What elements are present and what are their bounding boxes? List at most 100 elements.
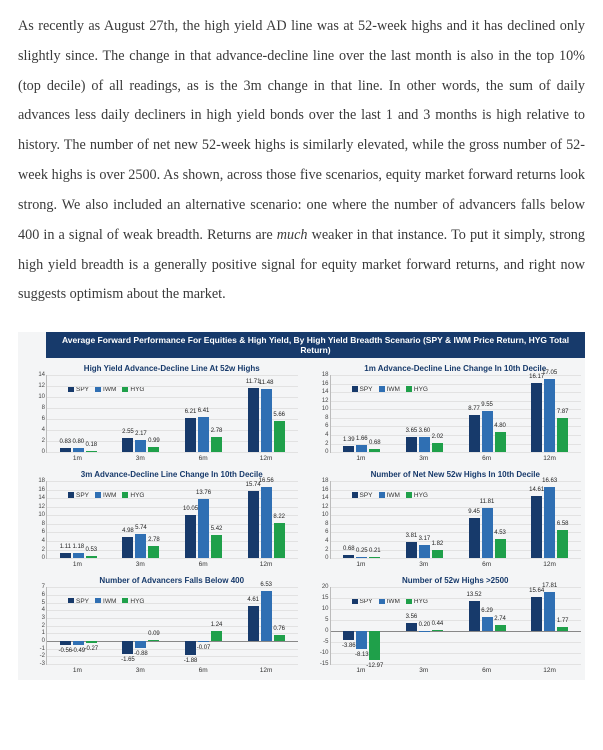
bar: -1.88 [185,641,196,655]
bar: 6.41 [198,417,209,452]
bar: 11.71 [248,388,259,452]
bar: 0.68 [369,449,380,452]
bar-label: 5.42 [211,526,223,532]
bar: 6.53 [261,591,272,641]
bar: 16.63 [544,487,555,558]
bar-label: 1.82 [432,541,444,547]
bar: 2.17 [135,440,146,452]
bar-label: -8.13 [355,652,369,658]
bar: -0.07 [198,641,209,642]
bar-label: 0.25 [356,548,368,554]
bar: 16.56 [261,487,272,558]
bar-label: 6.29 [481,608,493,614]
bar-label: 2.74 [494,616,506,622]
bar: 2.55 [122,438,133,452]
bar: 0.25 [356,557,367,558]
bar-label: 7.87 [557,409,569,415]
bar-label: 3.81 [406,533,418,539]
bar: 0.99 [148,447,159,452]
bar: 14.61 [531,496,542,558]
bar-label: 0.83 [59,439,71,445]
bar-label: 11.81 [480,499,495,505]
bar-label: 0.76 [273,626,285,632]
bar: 1.24 [211,631,222,641]
bar-label: 3.56 [406,614,418,620]
panel-title: High Yield Advance-Decline Line At 52w H… [46,364,298,373]
bar: -12.97 [369,631,380,660]
bar-label: 0.18 [85,442,97,448]
article-paragraph: As recently as August 27th, the high yie… [18,12,585,310]
bar: 3.17 [419,545,430,559]
x-labels: 1m3m6m12m [46,667,298,674]
bar: 0.53 [86,556,97,558]
bar-label: -1.88 [184,658,198,664]
plot-area: 0246810121416180.680.250.213.813.171.829… [330,481,582,559]
bar-label: -0.49 [71,648,85,654]
bar-label: 13.76 [196,490,211,496]
bar-label: 1.11 [60,544,71,550]
bar-label: -0.07 [197,645,211,651]
chart-panel: Number of Advancers Falls Below 400SPYIW… [18,574,302,680]
bar-label: 6.21 [185,409,197,415]
bar-label: 2.02 [432,434,444,440]
chart-panel: 3m Advance-Decline Line Change In 10th D… [18,468,302,574]
bar: 16.17 [531,383,542,452]
bar-label: 10.05 [183,506,198,512]
bar-label: 14.61 [529,487,544,493]
bar-label: 2.78 [148,537,160,543]
bar: 2.02 [432,443,443,452]
bar: 1.66 [356,445,367,452]
bar: 11.48 [261,389,272,452]
chart-panel: Number of 52w Highs >2500SPYIWMHYG-15-10… [302,574,586,680]
bar: 17.81 [544,592,555,631]
bar: -0.88 [135,641,146,648]
bar-label: -0.88 [134,651,148,657]
bar: 3.81 [406,542,417,558]
bar: -0.49 [73,641,84,645]
bar-label: 17.81 [542,583,557,589]
bar: 8.77 [469,415,480,453]
bar: 1.82 [432,550,443,558]
bar-label: 3.60 [419,428,431,434]
bar: 6.58 [557,530,568,558]
x-labels: 1m3m6m12m [330,561,582,568]
bar-label: 5.74 [135,525,147,531]
bar: 5.66 [274,421,285,452]
bar-label: 0.99 [148,438,160,444]
bar-label: 3.17 [419,536,431,542]
bar-label: 1.77 [557,618,569,624]
bar-label: 0.68 [369,440,381,446]
bar-label: 2.17 [135,431,147,437]
bar: 7.87 [557,418,568,452]
bar-label: -0.27 [84,646,98,652]
bar: 0.80 [73,448,84,452]
bar: 3.65 [406,437,417,453]
bar-label: 8.22 [273,514,285,520]
bar-label: 6.58 [557,521,569,527]
bar-label: 5.66 [273,412,285,418]
bar: 0.18 [86,451,97,452]
chart-panel: 1m Advance-Decline Line Change In 10th D… [302,362,586,468]
bar: 0.44 [432,630,443,631]
bar: 9.55 [482,411,493,452]
bar-label: 2.78 [211,428,223,434]
plot-area: -15-10-505101520-3.86-8.13-12.973.560.20… [330,587,582,665]
bar-label: 13.52 [467,592,482,598]
bar: 8.22 [274,523,285,558]
bar: 2.74 [495,625,506,631]
bar: 3.60 [419,437,430,452]
bar-label: 1.24 [211,622,223,628]
bar-label: -3.86 [342,643,356,649]
bar-label: 1.18 [72,544,84,550]
x-labels: 1m3m6m12m [46,455,298,462]
chart-panel: Number of Net New 52w Highs In 10th Deci… [302,468,586,574]
bar-label: 8.77 [468,406,480,412]
bar-label: 2.55 [122,429,134,435]
bar: -0.56 [60,641,71,645]
bar: 4.61 [248,606,259,641]
bar-label: 0.21 [369,548,381,554]
bar: 6.29 [482,617,493,631]
bar-label: -1.65 [121,657,135,663]
bar: 1.11 [60,553,71,558]
bar-label: 11.48 [259,380,274,386]
